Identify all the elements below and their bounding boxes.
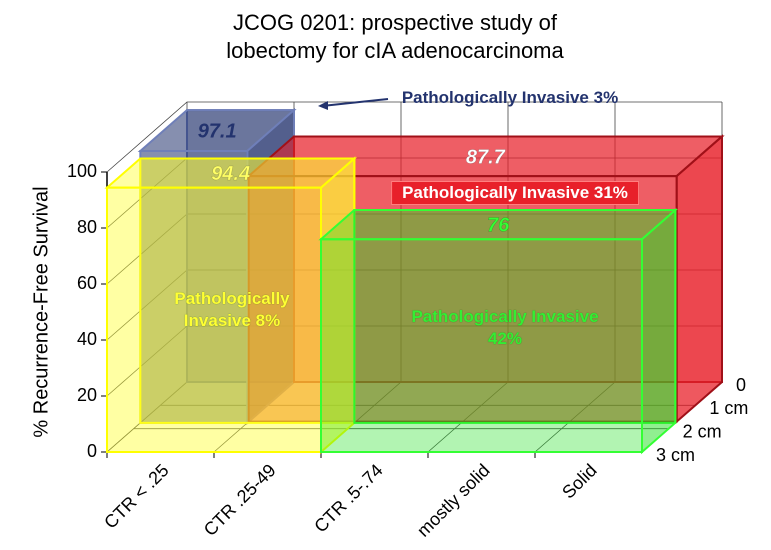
value-label: 87.7 xyxy=(466,146,506,168)
x-tick-label: CTR < .25 xyxy=(100,460,173,533)
x-tick-label: mostly solid xyxy=(413,460,494,541)
labels: 97.1 87.7 94.4 76 xyxy=(198,121,511,237)
y-tick-label: 100 xyxy=(67,161,97,181)
x-tick-label: CTR .5-.74 xyxy=(310,460,386,536)
series-name: Pathologically Invasive 42% xyxy=(411,307,599,348)
y-tick-label: 40 xyxy=(77,329,97,349)
box-front xyxy=(320,238,643,453)
value-label: 94.4 xyxy=(211,163,250,185)
y-tick-label: 0 xyxy=(87,441,97,461)
z-tick-label: 3 cm xyxy=(656,445,695,465)
series-name: Pathologically Invasive 8% xyxy=(174,289,290,330)
value-label: 97.1 xyxy=(198,121,237,143)
box-side xyxy=(675,134,723,424)
y-tick-label: 20 xyxy=(77,385,97,405)
x-tick-label: CTR .25-49 xyxy=(200,460,280,540)
box-front xyxy=(106,186,322,453)
boxes xyxy=(104,107,725,455)
box-front xyxy=(247,175,678,423)
annotation-arrow xyxy=(321,98,389,107)
value-label: 76 xyxy=(487,215,510,237)
chart-title: JCOG 0201: prospective study of xyxy=(233,10,558,35)
grid-line xyxy=(106,101,722,173)
y-tick-label: 80 xyxy=(77,217,97,237)
y-axis-label: % Recurrence-Free Survival xyxy=(30,186,52,437)
z-tick-label: 0 xyxy=(736,375,746,395)
y-tick-label: 60 xyxy=(77,273,97,293)
z-tick-label: 2 cm xyxy=(683,421,722,441)
chart-title: lobectomy for cIA adenocarcinoma xyxy=(226,38,564,63)
x-tick-label: Solid xyxy=(558,460,600,502)
series-name: Pathologically Invasive 3% xyxy=(401,88,619,107)
z-tick-label: 1 cm xyxy=(709,398,748,418)
box-side xyxy=(641,207,677,455)
annotation-arrowhead xyxy=(318,101,328,110)
series-name: Pathologically Invasive 31% xyxy=(391,181,639,205)
